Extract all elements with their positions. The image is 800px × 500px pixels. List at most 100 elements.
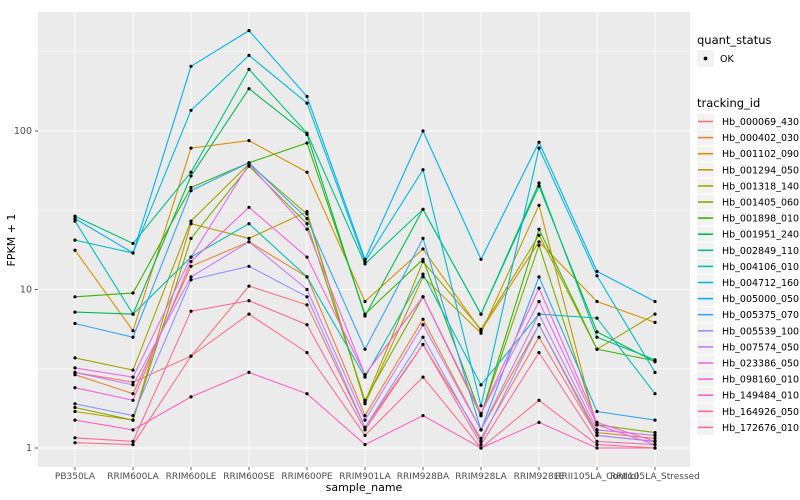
data-point	[363, 425, 367, 429]
y-tick-label: 1	[26, 443, 32, 454]
data-point	[189, 260, 193, 264]
data-point	[189, 275, 193, 279]
data-point	[247, 240, 251, 244]
data-point	[595, 330, 599, 334]
data-point	[247, 312, 251, 316]
data-point	[421, 236, 425, 240]
legend-quant-status-title: quant_status	[697, 33, 772, 47]
data-point	[537, 233, 541, 237]
data-point	[653, 446, 657, 450]
data-point	[131, 443, 135, 447]
data-point	[595, 269, 599, 273]
legend-tracking-id-title: tracking_id	[697, 96, 760, 110]
data-point	[537, 146, 541, 150]
data-point	[131, 291, 135, 295]
data-point	[73, 366, 77, 370]
data-point	[73, 402, 77, 406]
legend-entry-label: Hb_004712_160	[722, 278, 799, 289]
data-point	[537, 323, 541, 327]
data-point	[363, 414, 367, 418]
data-point	[595, 347, 599, 351]
legend-entry-label: Hb_007574_050	[722, 342, 799, 353]
data-point	[363, 347, 367, 351]
data-point	[421, 247, 425, 251]
data-point	[595, 446, 599, 450]
data-point	[363, 257, 367, 261]
legend-entry-label: Hb_001898_010	[722, 214, 799, 225]
data-point	[479, 383, 483, 387]
data-point	[653, 370, 657, 374]
data-point	[189, 64, 193, 68]
data-point	[131, 418, 135, 422]
data-point	[189, 236, 193, 240]
data-point	[421, 323, 425, 327]
data-point	[305, 212, 309, 216]
data-point	[73, 405, 77, 410]
data-point	[247, 222, 251, 226]
data-point	[73, 418, 77, 422]
data-point	[653, 392, 657, 396]
data-point	[189, 185, 193, 190]
legend-entry-label: Hb_172676_010	[722, 423, 799, 434]
data-point	[247, 67, 251, 71]
data-point	[479, 428, 483, 432]
data-point	[479, 327, 483, 331]
legend-entry-label: Hb_001951_240	[722, 230, 799, 241]
data-point	[73, 295, 77, 299]
data-point	[595, 423, 599, 427]
data-point	[537, 243, 541, 247]
data-point	[189, 189, 193, 193]
data-point	[73, 217, 77, 221]
data-point	[479, 411, 483, 416]
data-point	[131, 383, 135, 387]
legend-ok-label: OK	[720, 54, 734, 65]
series-lines	[73, 29, 657, 450]
data-point	[305, 351, 309, 355]
data-point	[653, 312, 657, 316]
data-point	[189, 309, 193, 313]
x-tick-label: RRIM600LE	[166, 472, 217, 482]
x-tick-label: RRIM928LA	[455, 472, 507, 482]
data-point	[537, 398, 541, 402]
data-point	[73, 356, 77, 360]
data-point	[363, 375, 367, 379]
data-point	[305, 101, 309, 105]
data-point	[479, 439, 483, 443]
data-point	[131, 329, 135, 333]
axes: 1 10 100 PB350LA RRIM600LA RRIM600LE RRIM600SE…	[14, 126, 700, 482]
legend-entry-label: Hb_002849_110	[722, 246, 799, 257]
data-point	[421, 317, 425, 321]
x-axis-title: sample_name	[326, 481, 403, 494]
data-point	[479, 312, 483, 316]
data-point	[421, 275, 425, 279]
data-point	[131, 414, 135, 418]
x-tick-label: RRII105LA_Stressed	[610, 472, 700, 482]
data-point	[305, 323, 309, 327]
data-point	[595, 316, 599, 320]
legend-entry-label: Hb_098160_010	[722, 375, 799, 386]
data-point	[73, 248, 77, 252]
data-point	[595, 428, 599, 432]
data-point	[537, 184, 541, 188]
data-point	[479, 331, 483, 335]
data-point	[73, 370, 77, 374]
legend-entry-label: Hb_164926_050	[722, 407, 799, 418]
data-point	[421, 207, 425, 211]
data-point	[131, 398, 135, 402]
legend-entry-label: Hb_001102_090	[722, 149, 799, 160]
legend-entry-label: Hb_005539_100	[722, 326, 799, 337]
data-point	[595, 335, 599, 339]
legend-entry-label: Hb_023386_050	[722, 359, 799, 370]
data-point	[189, 222, 193, 226]
data-point	[305, 295, 309, 299]
y-axis-title: FPKM + 1	[5, 214, 18, 267]
data-point	[247, 205, 251, 209]
data-point	[247, 264, 251, 268]
data-point	[537, 312, 541, 316]
legend-entry-label: Hb_000069_430	[722, 117, 799, 128]
data-point	[131, 368, 135, 372]
data-point	[305, 217, 309, 221]
data-point	[73, 238, 77, 242]
data-point	[131, 380, 135, 384]
